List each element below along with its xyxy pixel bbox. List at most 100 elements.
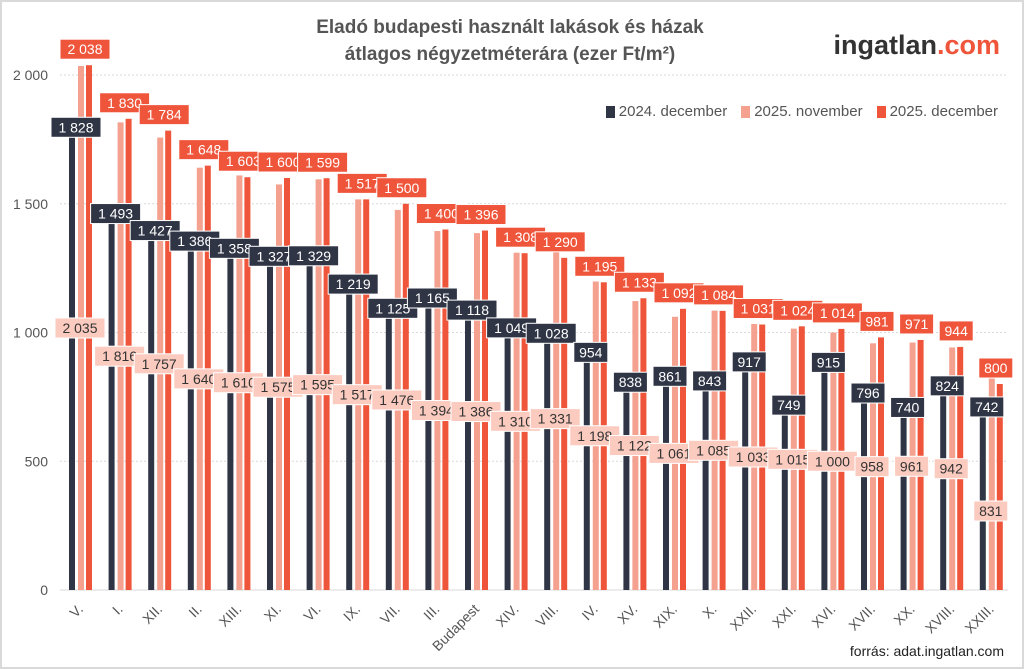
label-2025-nov-box: [973, 500, 1009, 522]
x-tick-label: VIII.: [532, 601, 561, 630]
label-2025-dec: 944: [938, 320, 974, 342]
label-2025-dec-text: 971: [905, 316, 929, 332]
label-2025-dec-text: 1 784: [147, 107, 182, 123]
x-tick-label: XVIII.: [922, 601, 958, 637]
label-2025-dec-box: [376, 177, 428, 199]
label-2025-dec-text: 1 599: [305, 154, 340, 170]
label-2025-nov-text: 1 394: [419, 403, 454, 419]
label-2025-dec: 1 599: [297, 151, 349, 173]
label-2025-dec-box: [693, 284, 745, 306]
label-2024-dec: 796: [850, 382, 886, 404]
label-2025-nov: 1 575: [252, 376, 304, 398]
bar-2024-dec: [465, 302, 471, 590]
label-2025-nov-text: 2 035: [62, 320, 97, 336]
label-2025-dec-box: [297, 151, 349, 173]
x-tick-label: XXIII.: [961, 601, 997, 637]
label-2024-dec-text: 1 125: [375, 300, 410, 316]
label-2025-dec: 800: [978, 357, 1014, 379]
label-2024-dec: 1 327: [248, 245, 300, 267]
label-2024-dec: 824: [929, 375, 965, 397]
label-2025-dec: 1 084: [693, 284, 745, 306]
label-2025-dec-box: [574, 255, 626, 277]
label-2025-nov-text: 1 610: [221, 375, 256, 391]
label-2024-dec-text: 1 219: [336, 276, 371, 292]
label-2025-dec-text: 1 031: [741, 301, 776, 317]
label-2025-dec-box: [899, 313, 935, 335]
label-2025-dec: 1 784: [138, 104, 190, 126]
label-2025-nov-box: [133, 353, 185, 375]
x-tick-label: X.: [699, 601, 720, 622]
label-2024-dec-text: 1 427: [138, 223, 173, 239]
label-2024-dec-box: [288, 245, 340, 267]
label-2025-nov-text: 942: [940, 461, 964, 477]
label-2025-dec-text: 1 603: [226, 153, 261, 169]
label-2025-dec: 1 092: [653, 282, 705, 304]
label-2024-dec: 1 386: [169, 230, 221, 252]
label-2025-nov: 958: [854, 456, 890, 478]
label-2025-dec-box: [178, 139, 230, 161]
label-2024-dec-box: [890, 396, 926, 418]
label-2025-dec-text: 1 084: [701, 287, 736, 303]
label-2024-dec: 1 049: [486, 317, 538, 339]
bar-2024-dec: [663, 368, 669, 590]
label-2025-dec: 1 517: [336, 172, 388, 194]
bar-2024-dec: [504, 319, 511, 590]
bar-2025-dec: [996, 384, 1003, 590]
x-tick-label: XI.: [261, 601, 284, 624]
label-2024-dec: 1 329: [288, 245, 340, 267]
label-2025-dec: 1 014: [811, 302, 863, 324]
label-2025-dec-box: [978, 357, 1014, 379]
x-tick-label: XXI.: [769, 601, 799, 631]
label-2024-dec-text: 954: [579, 344, 603, 360]
x-tick-label: XVII.: [845, 601, 878, 634]
label-2024-dec-text: 915: [817, 354, 841, 370]
x-tick-label: XXII.: [727, 601, 760, 634]
label-2025-nov: 1 015: [767, 448, 819, 470]
label-2024-dec-box: [692, 370, 728, 392]
label-2024-dec-text: 838: [619, 374, 643, 390]
label-2025-nov-text: 831: [979, 503, 1003, 519]
label-2024-dec: 1 125: [367, 297, 419, 319]
label-2025-dec-text: 1 133: [622, 274, 657, 290]
logo-suffix: .com: [936, 30, 1000, 60]
bar-2024-dec: [108, 205, 115, 591]
bar-2024-dec: [385, 300, 392, 590]
label-2025-dec: 1 396: [455, 204, 507, 226]
x-tick-label: XV.: [614, 601, 640, 627]
label-2025-nov-text: 1 640: [181, 371, 216, 387]
label-2025-nov: 2 035: [54, 317, 106, 339]
label-2024-dec-box: [90, 203, 142, 225]
bar-2024-dec: [623, 374, 630, 590]
label-2024-dec: 1 118: [446, 299, 498, 321]
bar-2024-dec: [306, 247, 313, 590]
label-2025-nov: 1 310: [490, 410, 542, 432]
label-2024-dec-text: 1 493: [98, 206, 133, 222]
label-2025-nov-text: 1 085: [696, 442, 731, 458]
label-2024-dec: 915: [810, 351, 846, 373]
legend-label: 2025. november: [754, 103, 863, 120]
label-2024-dec: 749: [771, 394, 807, 416]
label-2024-dec: 742: [969, 396, 1005, 418]
label-2025-nov-text: 1 476: [379, 392, 414, 408]
label-2024-dec-box: [446, 299, 498, 321]
y-tick-label: 0: [40, 582, 48, 598]
bar-2024-dec: [742, 353, 749, 590]
label-2025-nov-text: 1 198: [577, 428, 612, 444]
label-2024-dec: 843: [692, 370, 728, 392]
bar-2024-dec: [583, 344, 590, 590]
label-2024-dec-text: 1 327: [256, 248, 291, 264]
label-2025-dec-box: [99, 92, 151, 114]
source-note: forrás: adat.ingatlan.com: [849, 643, 1004, 659]
label-2025-dec-text: 800: [984, 360, 1008, 376]
label-2024-dec: 1 165: [406, 287, 458, 309]
label-2025-dec-box: [613, 271, 665, 293]
label-2025-nov: 1 757: [133, 353, 185, 375]
label-2025-dec-box: [59, 38, 111, 60]
x-tick-label: II.: [185, 601, 205, 621]
label-2025-nov: 942: [933, 458, 969, 480]
title-line-2: átlagos négyzetméterára (ezer Ft/m²): [344, 44, 676, 65]
bar-2024-dec: [821, 354, 828, 590]
legend-item: 2024. december: [605, 103, 727, 120]
label-2025-nov-box: [529, 408, 581, 430]
label-2025-nov: 1 517: [331, 384, 383, 406]
